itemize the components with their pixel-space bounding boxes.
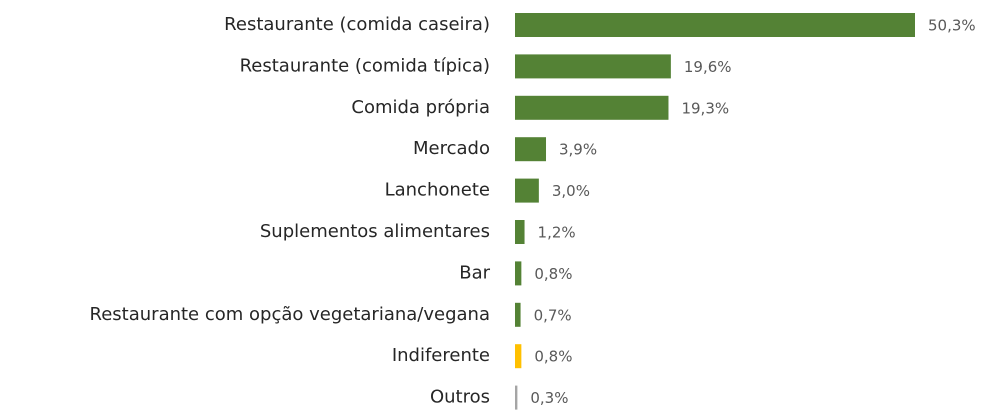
category-label: Suplementos alimentares: [260, 221, 490, 242]
category-label: Outros: [430, 387, 490, 408]
bar: [515, 261, 522, 286]
value-label: 19,6%: [684, 58, 732, 76]
value-label: 3,0%: [552, 182, 590, 200]
bar: [515, 137, 547, 162]
value-label: 0,7%: [534, 306, 572, 324]
category-label: Comida própria: [351, 97, 490, 118]
bar: [515, 54, 671, 79]
bar: [515, 178, 539, 203]
value-label: 0,8%: [534, 265, 572, 283]
category-label: Bar: [459, 262, 490, 283]
category-label: Restaurante com opção vegetariana/vegana: [90, 304, 490, 325]
value-label: 1,2%: [538, 224, 576, 242]
value-label: 50,3%: [928, 17, 976, 35]
bar: [515, 13, 915, 37]
category-label: Restaurante (comida caseira): [224, 14, 490, 35]
category-label: Indiferente: [392, 345, 490, 366]
bar: [515, 220, 525, 244]
bar: [515, 302, 521, 327]
category-label: Restaurante (comida típica): [240, 55, 490, 76]
bar: [515, 95, 669, 120]
value-label: 19,3%: [681, 99, 729, 117]
bar: [515, 385, 518, 410]
value-label: 0,3%: [530, 389, 568, 407]
category-label: Mercado: [413, 138, 490, 159]
value-label: 3,9%: [559, 141, 597, 159]
category-label: Lanchonete: [385, 180, 490, 201]
bar: [515, 344, 522, 369]
value-label: 0,8%: [534, 348, 572, 366]
